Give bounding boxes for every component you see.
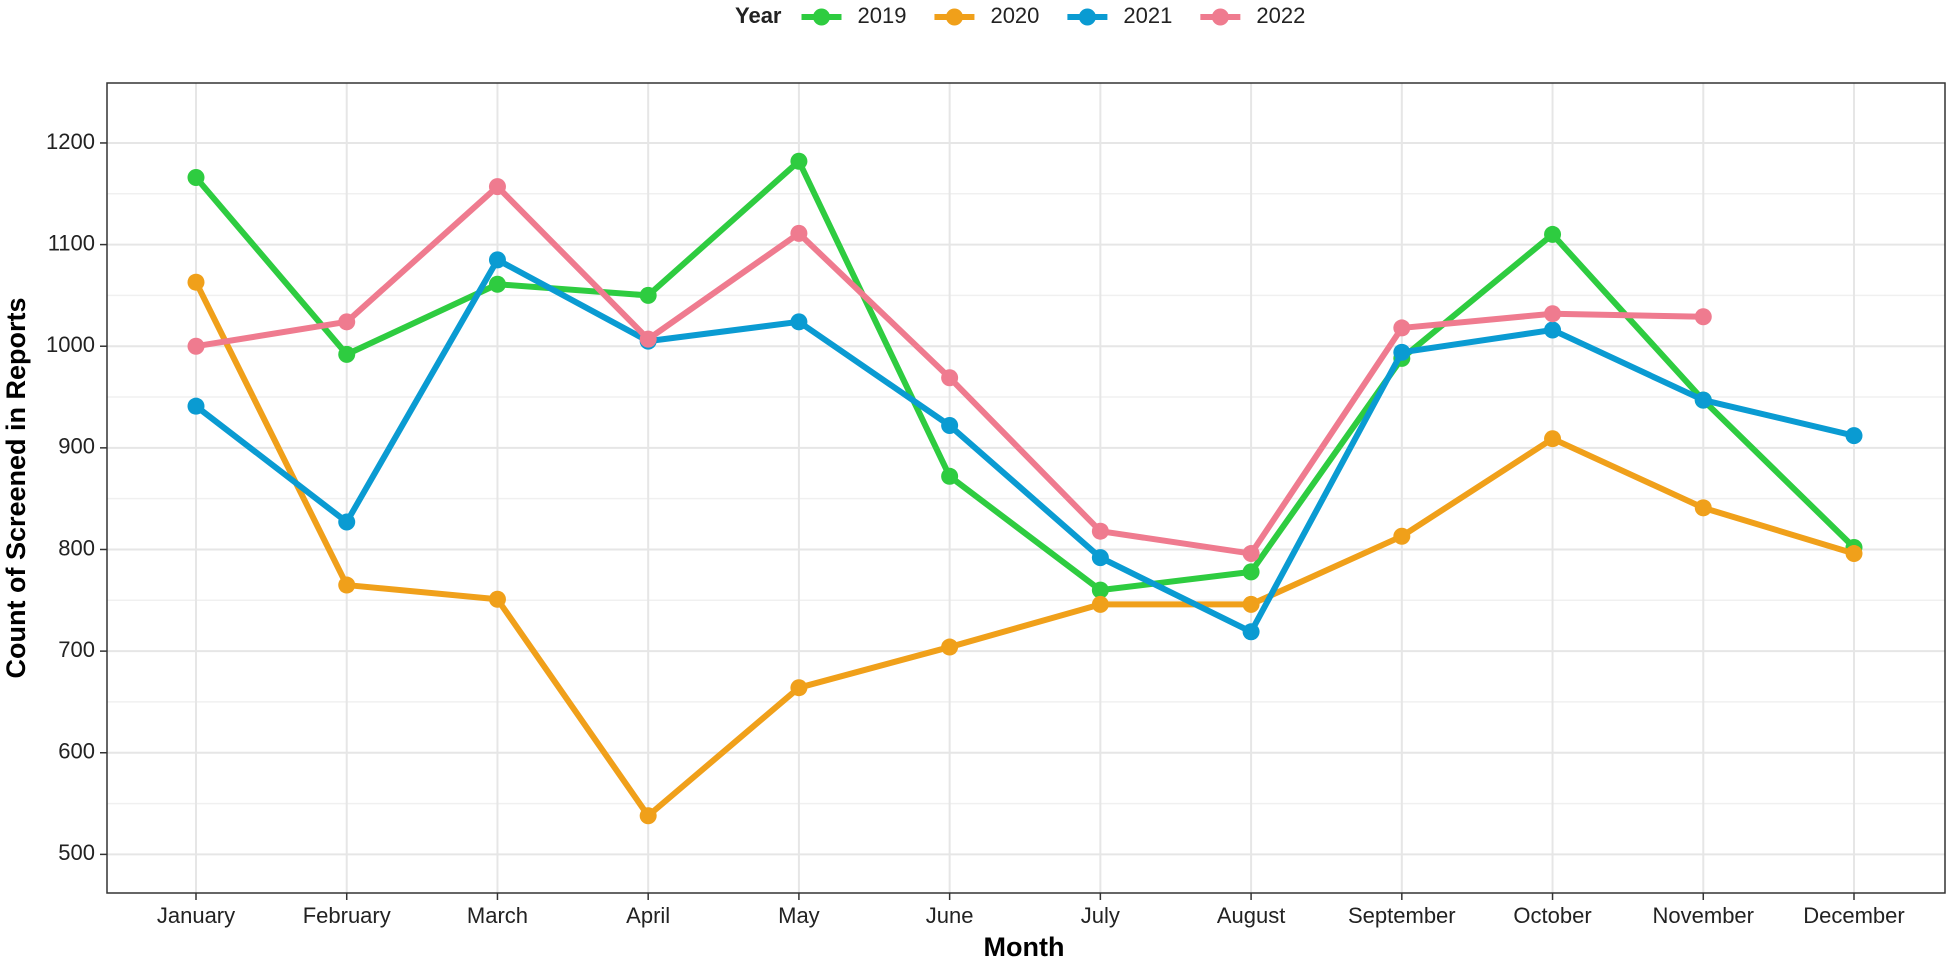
data-point <box>187 273 205 291</box>
data-point <box>1242 623 1260 641</box>
y-tick-label: 1000 <box>46 332 95 357</box>
x-tick-label: August <box>1217 903 1286 928</box>
data-point <box>1242 563 1260 581</box>
x-tick-label: November <box>1653 903 1754 928</box>
y-tick-label: 1200 <box>46 129 95 154</box>
legend-label: 2020 <box>990 3 1039 28</box>
data-point <box>187 337 205 355</box>
legend-point <box>945 8 963 26</box>
legend-label: 2019 <box>858 3 907 28</box>
data-point <box>1091 549 1109 567</box>
data-point <box>1393 527 1411 545</box>
legend-point <box>1078 8 1096 26</box>
data-point <box>488 251 506 269</box>
data-point <box>941 369 959 387</box>
x-tick-label: December <box>1803 903 1904 928</box>
data-point <box>1242 545 1260 563</box>
data-point <box>790 313 808 331</box>
data-point <box>790 679 808 697</box>
x-tick-label: June <box>926 903 974 928</box>
x-axis-title: Month <box>984 932 1065 962</box>
plot-border <box>106 82 1946 894</box>
data-point <box>1393 343 1411 361</box>
data-point <box>1694 499 1712 517</box>
data-point <box>1091 595 1109 613</box>
data-point <box>790 152 808 170</box>
data-point <box>338 313 356 331</box>
data-point <box>941 416 959 434</box>
data-point <box>639 330 657 348</box>
y-tick-label: 600 <box>58 739 95 764</box>
legend-point <box>813 8 830 26</box>
legend-point <box>1211 8 1229 26</box>
data-point <box>488 178 506 196</box>
series-line <box>193 158 1857 594</box>
y-axis-title: Count of Screened in Reports <box>1 297 31 678</box>
x-tick-label: March <box>467 903 528 928</box>
data-point <box>1393 319 1411 337</box>
data-point <box>488 590 506 608</box>
data-point <box>941 467 959 485</box>
data-point <box>1845 427 1863 445</box>
legend-title: Year <box>735 3 782 28</box>
data-point <box>1544 305 1562 323</box>
data-point <box>1091 581 1109 599</box>
data-point <box>1544 321 1562 339</box>
y-tick-label: 800 <box>58 535 95 560</box>
data-point <box>1242 595 1260 613</box>
x-tick-label: April <box>626 903 670 928</box>
y-tick-label: 1100 <box>48 230 95 255</box>
data-point <box>790 224 808 242</box>
x-tick-label: January <box>157 903 235 928</box>
x-tick-label: October <box>1513 903 1591 928</box>
data-point <box>941 638 959 656</box>
data-point <box>488 275 506 293</box>
data-point <box>639 807 657 825</box>
y-tick-label: 900 <box>58 434 95 459</box>
data-point <box>1544 225 1562 243</box>
data-point <box>1544 430 1562 448</box>
data-point <box>1694 391 1712 409</box>
legend-label: 2021 <box>1123 3 1172 28</box>
x-tick-label: September <box>1348 903 1456 928</box>
data-point <box>1845 545 1863 563</box>
data-point <box>338 345 356 363</box>
x-tick-label: May <box>778 903 820 928</box>
data-point <box>187 169 205 187</box>
series-line <box>194 256 1855 635</box>
data-point <box>338 513 356 531</box>
y-tick-label: 700 <box>58 637 95 662</box>
data-point <box>1694 308 1712 326</box>
data-point <box>1091 522 1109 540</box>
x-tick-label: February <box>303 903 391 928</box>
y-tick-label: 500 <box>58 840 95 865</box>
series-line <box>193 280 1855 819</box>
legend-label: 2022 <box>1256 3 1305 28</box>
data-point <box>338 576 356 594</box>
data-point <box>639 286 657 304</box>
data-point <box>187 397 205 415</box>
x-tick-label: July <box>1081 903 1120 928</box>
